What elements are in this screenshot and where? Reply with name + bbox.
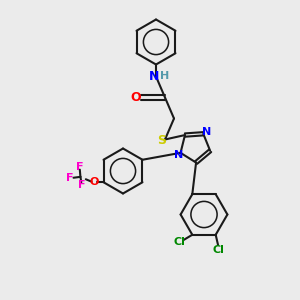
Text: Cl: Cl — [173, 237, 185, 247]
Text: N: N — [173, 150, 183, 160]
Text: N: N — [148, 70, 159, 83]
Text: H: H — [160, 70, 169, 81]
Text: F: F — [66, 173, 74, 183]
Text: N: N — [202, 127, 212, 137]
Text: S: S — [157, 134, 166, 147]
Text: O: O — [89, 177, 99, 187]
Text: O: O — [130, 91, 141, 104]
Text: Cl: Cl — [212, 245, 224, 255]
Text: F: F — [78, 180, 86, 190]
Text: F: F — [76, 162, 84, 172]
